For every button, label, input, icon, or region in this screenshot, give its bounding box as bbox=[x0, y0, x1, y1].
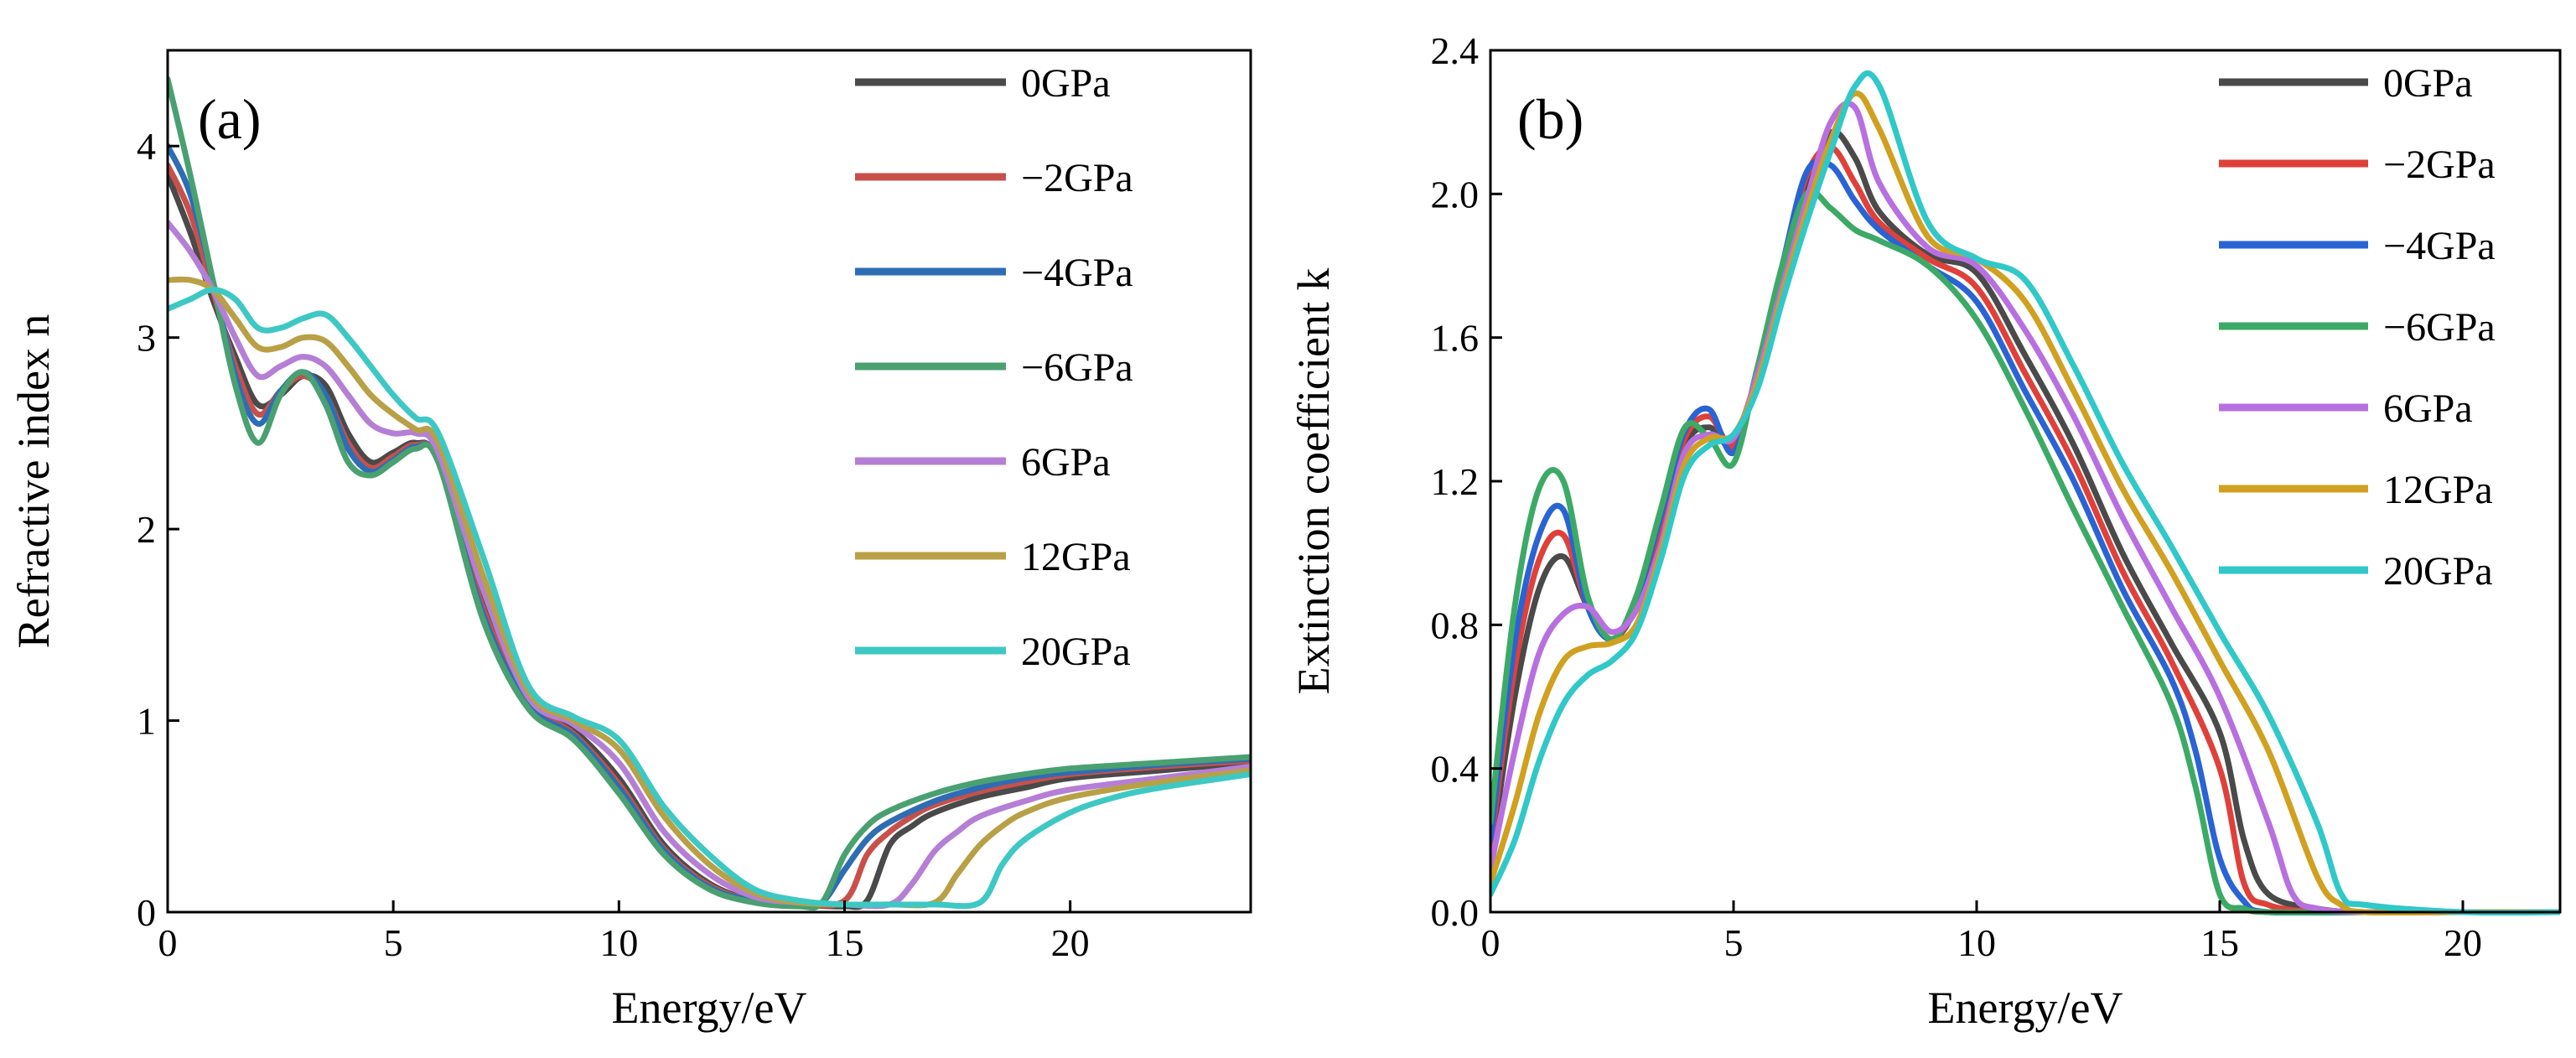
x-tick-label: 15 bbox=[2200, 921, 2239, 964]
legend-label: 12GPa bbox=[2383, 468, 2493, 512]
y-axis-label: Extinction coefficient k bbox=[1288, 268, 1339, 695]
series-line-6GPa-4 bbox=[1490, 100, 2560, 915]
x-tick-label: 5 bbox=[1724, 921, 1744, 964]
y-tick-label: 2.4 bbox=[1431, 29, 1480, 72]
x-tick-label: 0 bbox=[1481, 921, 1501, 964]
panel-label: (b) bbox=[1517, 87, 1583, 151]
x-tick-label: 15 bbox=[826, 921, 864, 964]
legend: 0GPa −2GPa −4GPa −6GPa 6GPa 12GPa 20GPa bbox=[855, 61, 1133, 674]
series-line-12GPa-5 bbox=[168, 276, 1251, 909]
y-tick-label: 1 bbox=[137, 700, 156, 743]
legend-label: 20GPa bbox=[2383, 549, 2493, 594]
plot-area bbox=[1490, 70, 2560, 915]
plot-area bbox=[168, 75, 1251, 911]
x-tick-label: 0 bbox=[158, 921, 178, 964]
y-axis-label: Refractive index n bbox=[8, 314, 59, 649]
x-tick-label: 5 bbox=[384, 921, 403, 964]
y-tick-label: 1.2 bbox=[1431, 460, 1480, 503]
legend-label: 12GPa bbox=[1021, 535, 1131, 579]
x-tick-label: 10 bbox=[1957, 921, 1996, 964]
series-line-6GPa-3 bbox=[168, 75, 1251, 911]
legend-label: 6GPa bbox=[1021, 440, 1111, 485]
legend-label: 0GPa bbox=[2383, 61, 2473, 106]
axes-frame bbox=[166, 49, 1252, 914]
series-line-20GPa-6 bbox=[1490, 70, 2560, 915]
y-tick-label: 2.0 bbox=[1431, 173, 1480, 215]
legend-label: −2GPa bbox=[2383, 143, 2496, 187]
y-tick-label: 0.0 bbox=[1431, 891, 1480, 934]
x-tick-label: 20 bbox=[1051, 921, 1090, 964]
legend-label: −6GPa bbox=[2383, 305, 2496, 350]
y-tick-label: 0 bbox=[137, 891, 156, 934]
legend-label: −4GPa bbox=[2383, 224, 2496, 268]
series-line-6GPa-4 bbox=[168, 220, 1251, 910]
x-tick-label: 10 bbox=[599, 921, 638, 964]
x-axis-label: Energy/eV bbox=[1928, 983, 2123, 1033]
legend-label: 6GPa bbox=[2383, 386, 2473, 431]
legend: 0GPa −2GPa −4GPa −6GPa 6GPa 12GPa 20GPa bbox=[2219, 61, 2496, 594]
legend-label: −4GPa bbox=[1021, 251, 1133, 295]
series-line-12GPa-5 bbox=[1490, 90, 2560, 915]
y-tick-label: 2 bbox=[137, 508, 156, 551]
legend-label: 0GPa bbox=[1021, 61, 1111, 106]
panel-label: (a) bbox=[198, 87, 261, 151]
y-tick-label: 3 bbox=[137, 317, 156, 360]
y-tick-label: 0.8 bbox=[1431, 604, 1480, 646]
legend-label: −2GPa bbox=[1021, 156, 1133, 200]
legend-label: −6GPa bbox=[1021, 345, 1133, 390]
panel-a: 0 5 10 15 20 0 1 2 3 4 Energy/eV Refractive index n… bbox=[8, 49, 1252, 1033]
x-axis-label: Energy/eV bbox=[612, 983, 807, 1033]
y-tick-label: 0.4 bbox=[1431, 748, 1480, 791]
legend-label: 20GPa bbox=[1021, 630, 1131, 674]
y-tick-label: 4 bbox=[137, 125, 156, 168]
series-line-20GPa-6 bbox=[168, 287, 1251, 910]
y-tick-label: 1.6 bbox=[1431, 317, 1480, 360]
x-tick-label: 20 bbox=[2444, 921, 2482, 964]
panel-b: 0 5 10 15 20 0.0 0.4 0.8 1.2 1.6 2.0 2.4 Energy/eV Ex… bbox=[1288, 29, 2562, 1033]
